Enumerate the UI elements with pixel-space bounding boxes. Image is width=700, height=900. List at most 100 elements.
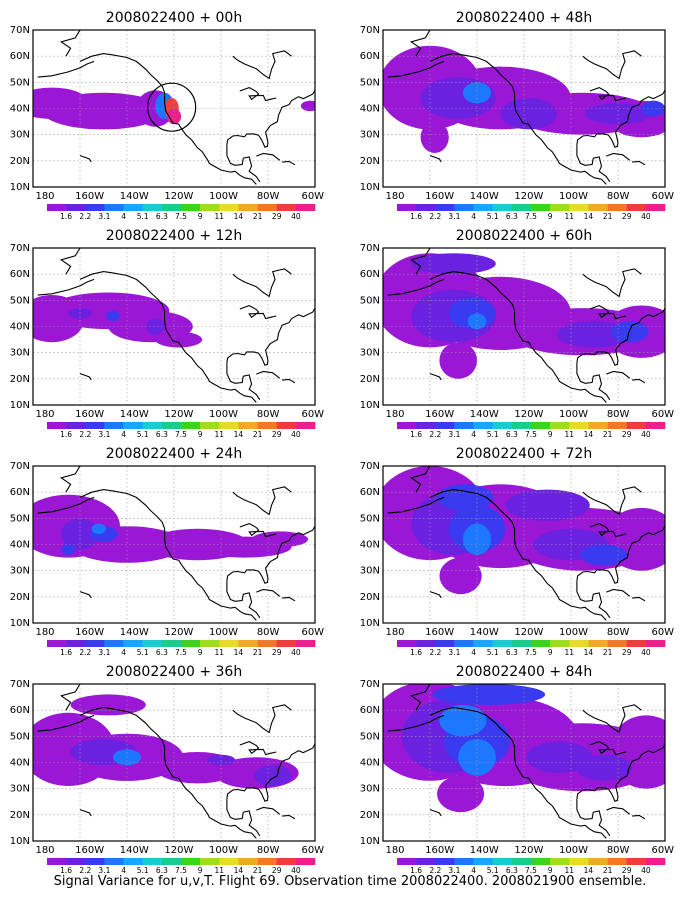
panel-title: 2008022400 + 12h xyxy=(106,228,242,244)
colorbar-swatch xyxy=(435,858,455,865)
colorbar-label: 21 xyxy=(603,648,613,657)
lon-tick-label: 80W xyxy=(607,845,630,856)
colorbar-swatch xyxy=(550,858,570,865)
lon-tick-label: 120W xyxy=(514,191,543,202)
lat-tick-label: 60N xyxy=(360,51,380,62)
colorbar-label: 14 xyxy=(584,430,594,439)
panel-title: 2008022400 + 00h xyxy=(106,10,242,26)
colorbar-label: 4 xyxy=(121,866,126,875)
map-frame xyxy=(382,683,666,842)
colorbar-swatch xyxy=(123,858,143,865)
colorbar-swatch xyxy=(607,422,627,429)
colorbar-swatch xyxy=(607,204,627,211)
lat-tick-label: 70N xyxy=(360,25,380,36)
colorbar-label: 3.1 xyxy=(448,866,460,875)
graticule xyxy=(383,466,665,623)
map-frame xyxy=(382,29,666,188)
colorbar-swatch xyxy=(66,422,86,429)
colorbar-label: 9 xyxy=(198,430,203,439)
colorbar-swatch xyxy=(85,204,105,211)
lat-tick-label: 50N xyxy=(10,295,30,306)
lat-tick-label: 50N xyxy=(360,295,380,306)
colorbar-label: 6.3 xyxy=(156,648,168,657)
variance-field xyxy=(383,684,665,813)
lon-tick-label: 160W xyxy=(425,845,454,856)
lon-tick-label: 160W xyxy=(75,845,104,856)
colorbar-swatch xyxy=(123,640,143,647)
lon-tick-label: 80W xyxy=(257,627,280,638)
colorbar-swatch xyxy=(47,640,67,647)
colorbar-label: 2.2 xyxy=(79,430,91,439)
lon-tick-label: 60W xyxy=(651,845,674,856)
colorbar-swatch xyxy=(454,640,474,647)
coastline xyxy=(37,30,315,185)
colorbar-label: 6.3 xyxy=(506,430,518,439)
lat-tick-label: 40N xyxy=(10,322,30,333)
coastline xyxy=(37,466,315,621)
colorbar-label: 4 xyxy=(121,648,126,657)
lat-tick-label: 70N xyxy=(360,243,380,254)
lat-tick-label: 70N xyxy=(360,679,380,690)
colorbar-label: 40 xyxy=(641,648,651,657)
variance-field xyxy=(33,494,308,563)
lat-tick-label: 60N xyxy=(10,487,30,498)
lat-tick-label: 70N xyxy=(10,679,30,690)
map-frame xyxy=(32,247,316,406)
colorbar-swatch xyxy=(550,422,570,429)
colorbar-swatch xyxy=(200,204,220,211)
graticule xyxy=(33,248,315,405)
colorbar-label: 2.2 xyxy=(429,648,441,657)
colorbar-label: 2.2 xyxy=(429,212,441,221)
lon-tick-label: 100W xyxy=(559,191,588,202)
colorbar-label: 4 xyxy=(471,430,476,439)
colorbar-label: 5.1 xyxy=(137,430,149,439)
lat-tick-label: 60N xyxy=(360,269,380,280)
colorbar-swatch xyxy=(492,204,513,211)
map-frame xyxy=(382,247,666,406)
colorbar-swatch xyxy=(531,204,551,211)
colorbar-label: 6.3 xyxy=(506,866,518,875)
variance-contour xyxy=(585,103,651,125)
lat-tick-label: 20N xyxy=(360,592,380,603)
map-panel-00h: 2008022400 + 00h 180 160W 140W 120W 100W 80W 60… xyxy=(10,10,324,221)
colorbar: 1.6 2.2 3.1 4 5.1 6.3 7.5 9 11 14 21 29 40 xyxy=(47,858,316,875)
variance-contour xyxy=(251,531,308,548)
lat-tick-label: 60N xyxy=(10,51,30,62)
colorbar-swatch xyxy=(238,640,258,647)
colorbar-swatch xyxy=(181,422,201,429)
colorbar-swatch xyxy=(276,640,297,647)
colorbar-swatch xyxy=(569,858,589,865)
colorbar-label: 7.5 xyxy=(525,430,537,439)
variance-contour xyxy=(437,775,485,813)
variance-contour xyxy=(462,82,492,104)
coastline xyxy=(387,248,665,403)
colorbar-swatch xyxy=(238,422,258,429)
colorbar-label: 40 xyxy=(641,212,651,221)
colorbar-swatch xyxy=(104,858,124,865)
lat-tick-label: 40N xyxy=(360,758,380,769)
colorbar-label: 7.5 xyxy=(175,866,187,875)
lat-tick-label: 10N xyxy=(10,618,30,629)
colorbar-label: 40 xyxy=(291,212,301,221)
lon-tick-label: 180 xyxy=(35,191,54,202)
lon-tick-label: 180 xyxy=(35,409,54,420)
lon-tick-label: 80W xyxy=(257,191,280,202)
variance-contour xyxy=(105,310,120,322)
colorbar-swatch xyxy=(435,422,455,429)
lon-tick-label: 60W xyxy=(651,191,674,202)
colorbar-label: 7.5 xyxy=(525,212,537,221)
graticule xyxy=(33,684,315,841)
lat-tick-label: 70N xyxy=(10,25,30,36)
lon-tick-label: 120W xyxy=(164,627,193,638)
variance-contour xyxy=(300,100,315,112)
variance-contour xyxy=(253,765,292,787)
variance-contour xyxy=(411,253,496,275)
colorbar-label: 14 xyxy=(584,648,594,657)
colorbar-label: 6.3 xyxy=(506,212,518,221)
colorbar-swatch xyxy=(454,858,474,865)
lat-tick-label: 60N xyxy=(360,487,380,498)
map-panel-24h: 2008022400 + 24h 180 160W 140W 120W 100W 80W 60… xyxy=(10,446,324,657)
colorbar-swatch xyxy=(85,640,105,647)
lat-tick-label: 20N xyxy=(10,810,30,821)
colorbar-label: 5.1 xyxy=(487,212,499,221)
